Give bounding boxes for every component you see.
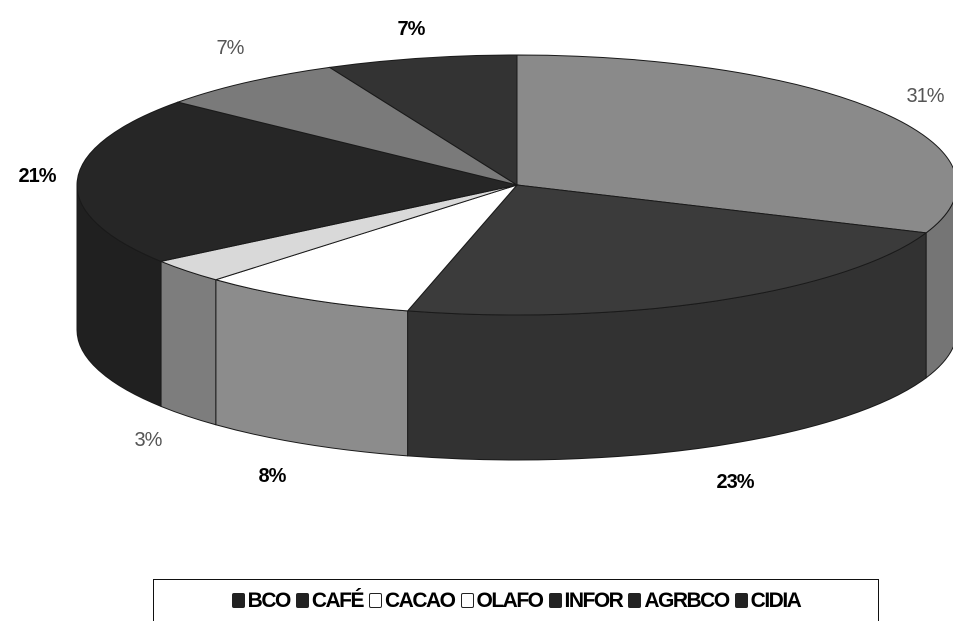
data-label-olafo: 3% [135, 429, 163, 451]
legend-label: CACAO [385, 588, 456, 612]
pie-slice-bco [516, 54, 953, 234]
legend-label: BCO [247, 588, 292, 612]
pie-chart: 31% 23% 8% 3% 21% 7% 7% [18, 18, 953, 493]
legend-item-bco: BCO [231, 588, 292, 613]
pie-slice-infor [76, 101, 518, 262]
legend-item-cacao: CACAO [369, 588, 456, 613]
legend-swatch [548, 593, 562, 608]
legend-label: CAFÉ [311, 588, 365, 612]
data-label-cidia: 7% [398, 18, 426, 40]
pie-slice-cacao [214, 183, 519, 312]
legend-item-cidia: CIDIA [734, 588, 802, 613]
data-label-agrbco: 7% [217, 37, 245, 59]
legend-swatch [460, 593, 474, 608]
data-label-infor: 21% [18, 165, 56, 187]
data-label-caf: 23% [716, 471, 754, 493]
pie-labels: 31% 23% 8% 3% 21% 7% 7% [18, 18, 945, 493]
legend-swatch [734, 593, 748, 608]
legend-swatch [369, 593, 382, 608]
pie-slice-caf [406, 184, 928, 316]
pie-side-olafo [160, 260, 217, 426]
legend-swatch [231, 593, 245, 608]
legend-item-infor: INFOR [548, 588, 624, 613]
pie-slice-agrbco [176, 66, 518, 186]
legend-label: AGRBCO [644, 588, 730, 612]
legend-label: OLAFO [476, 588, 545, 612]
legend-swatch [295, 593, 309, 608]
data-label-cacao: 8% [259, 465, 287, 487]
pie-slice-cidia [328, 54, 518, 186]
legend-label: CIDIA [750, 588, 802, 612]
legend-label: INFOR [564, 588, 624, 612]
chart-legend: BCO CAFÉ CACAO OLAFO INFOR AGRBCO CIDIA [153, 579, 879, 621]
pie-tops [76, 54, 953, 316]
data-label-bco: 31% [906, 85, 944, 107]
legend-item-agrbco: AGRBCO [628, 588, 730, 613]
legend-swatch [628, 593, 642, 608]
legend-item-caf: CAFÉ [295, 588, 365, 613]
legend-item-olafo: OLAFO [460, 588, 545, 613]
